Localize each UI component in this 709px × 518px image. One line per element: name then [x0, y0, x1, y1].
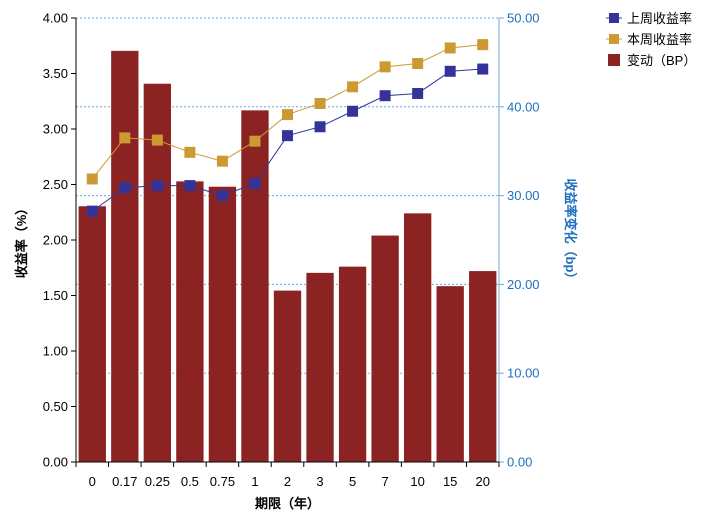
data-point — [444, 42, 456, 54]
right-tick-label: 10.00 — [507, 366, 540, 381]
bars — [78, 50, 497, 463]
x-tick-label: 3 — [316, 474, 323, 489]
bar — [176, 181, 204, 462]
right-tick-label: 40.00 — [507, 99, 540, 114]
data-point — [477, 63, 489, 75]
right-tick-label: 0.00 — [507, 455, 532, 470]
x-tick-label: 5 — [349, 474, 356, 489]
x-tick-label: 2 — [284, 474, 291, 489]
x-tick-label: 0.25 — [145, 474, 170, 489]
x-tick-label: 0.75 — [210, 474, 235, 489]
bar — [306, 272, 334, 462]
data-point — [119, 132, 131, 144]
right-tick-label: 50.00 — [507, 11, 540, 26]
x-tick-label: 10 — [410, 474, 424, 489]
right-tick-label: 20.00 — [507, 277, 540, 292]
legend-marker — [609, 34, 619, 44]
bar — [371, 235, 399, 462]
bar — [241, 110, 269, 463]
left-tick-label: 3.00 — [43, 122, 68, 137]
data-point — [477, 39, 489, 51]
bar — [436, 286, 464, 462]
data-point — [184, 146, 196, 158]
data-point — [119, 182, 131, 194]
data-point — [314, 97, 326, 109]
data-point — [444, 65, 456, 77]
data-point — [412, 87, 424, 99]
labels: 0.000.501.001.502.002.503.003.504.000.00… — [14, 11, 578, 512]
x-tick-label: 0.5 — [181, 474, 199, 489]
x-tick-label: 0 — [89, 474, 96, 489]
data-point — [86, 205, 98, 217]
legend-label: 本周收益率 — [627, 32, 692, 47]
data-point — [184, 180, 196, 192]
legend-marker — [609, 13, 619, 23]
left-tick-label: 0.00 — [43, 455, 68, 470]
left-tick-label: 2.00 — [43, 233, 68, 248]
data-point — [151, 134, 163, 146]
bar — [208, 186, 237, 462]
bar — [403, 213, 432, 462]
left-tick-label: 2.50 — [43, 177, 68, 192]
data-point — [314, 121, 326, 133]
data-point — [216, 190, 228, 202]
data-point — [151, 180, 163, 192]
bar — [338, 266, 367, 462]
x-tick-label: 7 — [381, 474, 388, 489]
right-tick-label: 30.00 — [507, 188, 540, 203]
data-point — [347, 81, 359, 93]
x-axis-title: 期限（年） — [255, 496, 320, 511]
legend-swatch — [608, 54, 620, 66]
bar — [143, 83, 172, 462]
x-tick-label: 0.17 — [112, 474, 137, 489]
data-point — [379, 61, 391, 73]
legend-label: 变动（BP） — [627, 53, 696, 68]
data-point — [347, 105, 359, 117]
x-tick-label: 1 — [251, 474, 258, 489]
right-axis-title: 收益率变化（bp） — [563, 179, 578, 286]
left-tick-label: 3.50 — [43, 66, 68, 81]
data-point — [379, 90, 391, 102]
x-tick-label: 15 — [443, 474, 457, 489]
bar — [469, 271, 497, 462]
bar — [273, 290, 302, 462]
bar — [78, 206, 106, 462]
data-point — [412, 58, 424, 70]
left-tick-label: 1.50 — [43, 288, 68, 303]
data-point — [282, 130, 293, 142]
bar — [111, 50, 139, 463]
data-point — [282, 109, 293, 121]
data-point — [249, 135, 261, 147]
left-tick-label: 4.00 — [43, 11, 68, 26]
axes — [71, 17, 504, 467]
left-tick-label: 1.00 — [43, 344, 68, 359]
left-tick-label: 0.50 — [43, 399, 68, 414]
data-point — [216, 155, 228, 167]
data-point — [249, 177, 261, 189]
lines — [86, 39, 489, 217]
x-tick-label: 20 — [475, 474, 489, 489]
data-point — [86, 173, 98, 185]
left-axis-title: 收益率（%） — [14, 202, 29, 279]
legend-label: 上周收益率 — [627, 11, 692, 26]
